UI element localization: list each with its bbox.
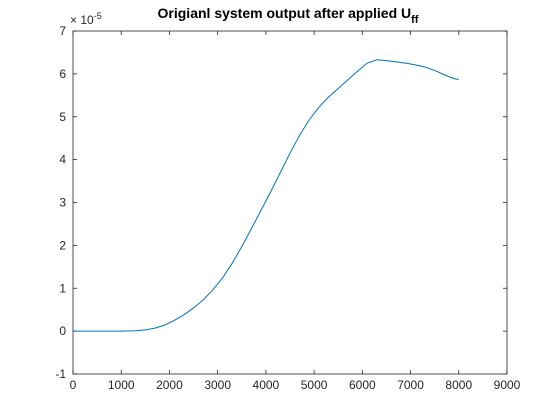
plot-area	[73, 31, 507, 374]
y-tick-label: 3	[59, 196, 66, 210]
axes-box	[72, 30, 508, 375]
x-tick-label: 9000	[494, 378, 521, 392]
x-tick-label: 5000	[301, 378, 328, 392]
axis-tick-labels: 0 1000 2000 3000 4000 5000 6000 7000 8000 9000 -1 0…	[55, 24, 520, 392]
y-tick-label: -1	[55, 367, 66, 381]
x-tick-label: 3000	[204, 378, 231, 392]
y-tick-label: 6	[59, 67, 66, 81]
y-tick-label: 0	[59, 324, 66, 338]
chart-title: Origianl system output after applied Uff	[158, 5, 419, 26]
y-tick-label: 4	[59, 153, 66, 167]
y-exponent-label: × 10-5	[70, 11, 102, 27]
series-line	[73, 59, 459, 332]
x-tick-label: 1000	[108, 378, 135, 392]
x-tick-label: 7000	[397, 378, 424, 392]
x-tick-label: 6000	[349, 378, 376, 392]
y-tick-label: 1	[59, 281, 66, 295]
y-tick-label: 2	[59, 238, 66, 252]
x-tick-label: 2000	[156, 378, 183, 392]
y-exponent-power: -5	[94, 11, 102, 21]
x-tick-label: 4000	[253, 378, 280, 392]
y-tick-label: 5	[59, 110, 66, 124]
x-tick-label: 8000	[445, 378, 472, 392]
x-tick-label: 0	[70, 378, 77, 392]
y-exponent-base: × 10	[70, 13, 94, 27]
chart-title-main: Origianl system output after applied U	[158, 5, 412, 21]
y-tick-label: 7	[59, 24, 66, 38]
chart-title-subscript: ff	[411, 14, 419, 26]
